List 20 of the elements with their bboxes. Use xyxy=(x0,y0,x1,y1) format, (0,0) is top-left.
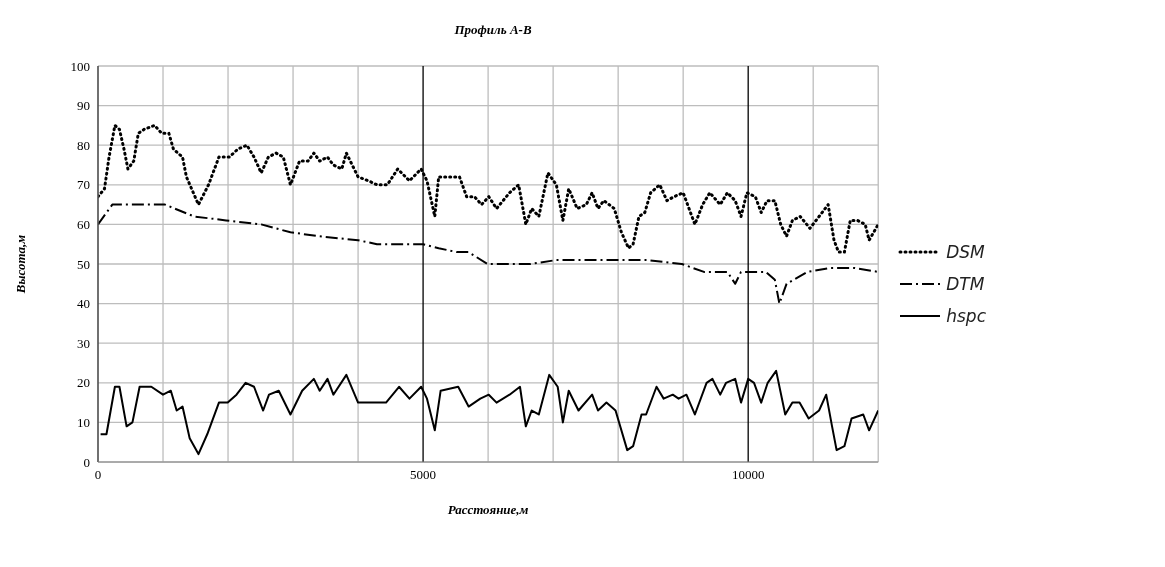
chart-title: Профиль А-В xyxy=(453,22,533,38)
x-tick-label: 10000 xyxy=(731,467,765,483)
y-tick-label: 0 xyxy=(83,454,90,470)
y-tick-label: 10 xyxy=(77,415,90,431)
legend-label: hspc xyxy=(946,306,986,326)
x-tick-label: 5000 xyxy=(410,467,437,483)
y-tick-label: 90 xyxy=(77,98,90,114)
y-tick-label: 20 xyxy=(77,375,90,391)
y-tick-label: 100 xyxy=(70,58,90,74)
y-tick-label: 50 xyxy=(77,256,90,272)
y-tick-label: 40 xyxy=(77,296,90,312)
y-tick-label: 70 xyxy=(77,177,90,193)
y-tick-label: 30 xyxy=(77,335,90,351)
y-tick-label: 80 xyxy=(77,137,90,153)
x-axis-title: Расстояние,м xyxy=(447,502,529,517)
legend-label: DSM xyxy=(946,242,985,262)
y-axis-title: Высота,м xyxy=(12,234,28,295)
legend-label: DTM xyxy=(946,274,985,294)
x-tick-label: 0 xyxy=(94,467,102,483)
y-tick-label: 60 xyxy=(77,217,90,233)
